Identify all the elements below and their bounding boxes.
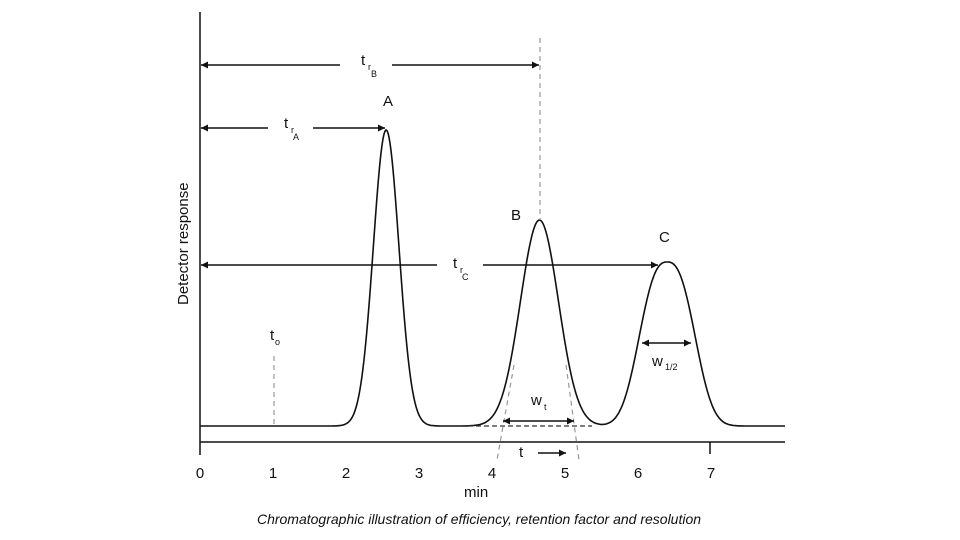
- svg-text:o: o: [275, 337, 280, 347]
- svg-text:r: r: [368, 62, 371, 72]
- figure-caption: Chromatographic illustration of efficien…: [257, 511, 701, 527]
- trA-label: t r A: [284, 115, 299, 142]
- y-axis-label: Detector response: [175, 182, 192, 305]
- svg-text:A: A: [293, 132, 299, 142]
- time-direction-label: t: [519, 444, 524, 461]
- x-tick-label: 7: [707, 465, 715, 482]
- svg-text:r: r: [460, 265, 463, 275]
- svg-text:w: w: [651, 353, 663, 370]
- x-tick-label: 0: [196, 465, 204, 482]
- svg-text:w: w: [530, 392, 542, 409]
- svg-text:t: t: [544, 402, 547, 412]
- trC-label: t r C: [453, 255, 469, 282]
- svg-text:t: t: [453, 255, 458, 272]
- peak-label-a: A: [383, 93, 393, 110]
- svg-text:t: t: [361, 52, 366, 69]
- x-tick-labels: 0 1 2 3 4 5 6 7: [196, 465, 715, 482]
- svg-text:t: t: [284, 115, 289, 132]
- x-tick-label: 3: [415, 465, 423, 482]
- x-tick-label: 6: [634, 465, 642, 482]
- svg-text:B: B: [371, 69, 377, 79]
- x-axis-label: min: [464, 484, 488, 501]
- peak-label-b: B: [511, 207, 521, 224]
- peak-label-c: C: [659, 229, 670, 246]
- svg-text:r: r: [291, 125, 294, 135]
- wt-label: w t: [530, 392, 547, 412]
- x-tick-label: 4: [488, 465, 496, 482]
- svg-text:1/2: 1/2: [665, 362, 678, 372]
- whalf-label: w 1/2: [651, 353, 678, 372]
- svg-text:C: C: [462, 272, 469, 282]
- chromatogram-trace: [200, 128, 785, 427]
- svg-text:t: t: [270, 327, 275, 344]
- t0-label: t o: [270, 327, 280, 347]
- trB-label: t r B: [361, 52, 377, 79]
- tangent-right: [565, 364, 580, 461]
- x-tick-label: 2: [342, 465, 350, 482]
- x-tick-label: 5: [561, 465, 569, 482]
- x-tick-label: 1: [269, 465, 277, 482]
- tangent-left: [496, 364, 515, 461]
